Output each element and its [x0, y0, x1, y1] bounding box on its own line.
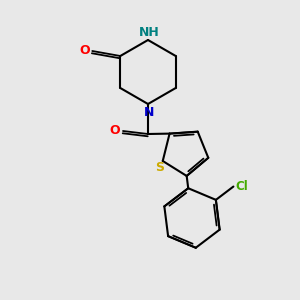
Text: S: S [155, 161, 164, 175]
Text: N: N [144, 106, 154, 118]
Text: Cl: Cl [235, 180, 248, 193]
Text: O: O [79, 44, 90, 58]
Text: O: O [110, 124, 120, 137]
Text: NH: NH [139, 26, 159, 38]
